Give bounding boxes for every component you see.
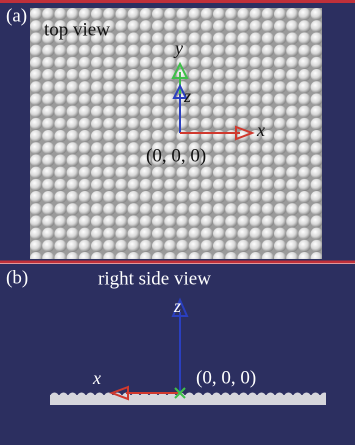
slab bbox=[50, 395, 326, 405]
axis-label-z: z bbox=[183, 86, 191, 106]
axis-label-z: z bbox=[173, 296, 181, 316]
axis-label-x: x bbox=[256, 120, 265, 140]
axis-label-x: x bbox=[92, 368, 101, 388]
axis-label-y: y bbox=[173, 38, 183, 58]
panel-letter: (b) bbox=[6, 267, 28, 288]
figure: (a) top view y z x (0, 0, 0) (b) right s… bbox=[0, 0, 355, 445]
page: {"panel_a": {"letter": "(a)", "title": "… bbox=[0, 0, 355, 445]
panel-b-bg bbox=[0, 264, 355, 445]
origin-label: (0, 0, 0) bbox=[196, 367, 256, 388]
panel-letter: (a) bbox=[6, 5, 27, 26]
panel-title: top view bbox=[44, 19, 110, 40]
panel-title: right side view bbox=[98, 268, 211, 289]
origin-label: (0, 0, 0) bbox=[146, 145, 206, 166]
